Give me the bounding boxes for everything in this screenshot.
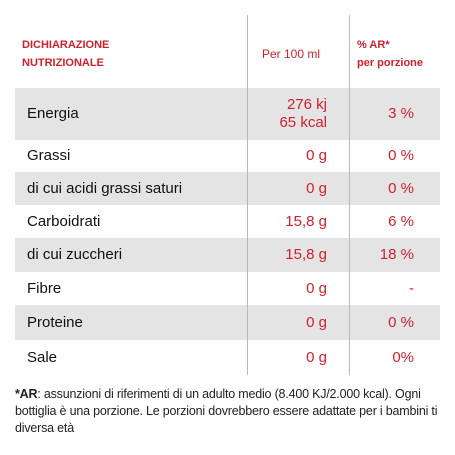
nutrient-name: Grassi: [27, 147, 71, 164]
per-100ml: 0 g: [306, 349, 327, 367]
table-row: di cui zuccheri 15,8 g 18 %: [15, 238, 440, 272]
per-100ml-line: 0 g: [306, 147, 327, 164]
header-ar: % AR* per porzione: [357, 36, 423, 72]
nutrient-name: di cui acidi grassi saturi: [27, 179, 183, 197]
table-row: Sale 0 g 0%: [15, 340, 440, 375]
per-100ml-line: 276 kj: [286, 96, 327, 113]
ar-percent: 0%: [392, 348, 414, 366]
footnote: *AR: assunzioni di riferimenti di un adu…: [15, 386, 440, 437]
ar-percent: 0 %: [388, 179, 414, 197]
table-row: Fibre 0 g -: [15, 272, 440, 305]
header-line: DICHIARAZIONE: [22, 39, 110, 51]
nutrient-name: Proteine: [27, 313, 83, 331]
ar-percent: 3 %: [388, 105, 414, 122]
table-row: Energia 276 kj 65 kcal 3 %: [15, 88, 440, 140]
nutrient-name: Energia: [27, 105, 79, 122]
nutrient-name: Sale: [27, 348, 58, 366]
per-100ml-line: 0 g: [306, 348, 327, 366]
table-row: Grassi 0 g 0 %: [15, 140, 440, 172]
ar-percent: 6 %: [388, 212, 414, 230]
ar-percent: 0 %: [388, 313, 414, 331]
per-100ml-line: 0 g: [306, 313, 327, 331]
per-100ml-line: 65 kcal: [279, 114, 327, 131]
per-100ml: 15,8 g: [285, 213, 327, 231]
header-line: NUTRIZIONALE: [22, 57, 104, 69]
table-row: di cui acidi grassi saturi 0 g 0 %: [15, 172, 440, 205]
per-100ml: 0 g: [306, 147, 327, 165]
table-row: Carboidrati 15,8 g 6 %: [15, 205, 440, 238]
per-100ml-line: 15,8 g: [285, 212, 327, 230]
per-100ml: 276 kj 65 kcal: [279, 96, 327, 132]
nutrient-name: Fibre: [27, 279, 62, 297]
per-100ml: 0 g: [306, 314, 327, 332]
footnote-label: *AR: [15, 387, 38, 401]
nutrient-name: Carboidrati: [27, 212, 101, 230]
per-100ml-line: 15,8 g: [285, 246, 327, 263]
column-divider: [247, 15, 248, 375]
table-row: Proteine 0 g 0 %: [15, 305, 440, 340]
footnote-text: : assunzioni di riferimenti di un adulto…: [15, 387, 438, 435]
ar-percent: 0 %: [388, 147, 414, 164]
header-title: DICHIARAZIONE NUTRIZIONALE: [22, 36, 109, 72]
column-divider: [349, 15, 350, 375]
nutrient-name: di cui zuccheri: [27, 246, 123, 263]
per-100ml-line: 0 g: [306, 279, 327, 297]
header-line: per porzione: [357, 57, 424, 69]
header-per100: Per 100 ml: [262, 47, 321, 61]
header-line: % AR*: [357, 39, 390, 51]
per-100ml-line: 0 g: [306, 179, 327, 197]
ar-percent: 18 %: [379, 246, 414, 263]
per-100ml: 0 g: [306, 280, 327, 298]
per-100ml: 15,8 g: [285, 246, 327, 264]
per-100ml: 0 g: [306, 180, 327, 198]
ar-percent: -: [409, 279, 414, 297]
